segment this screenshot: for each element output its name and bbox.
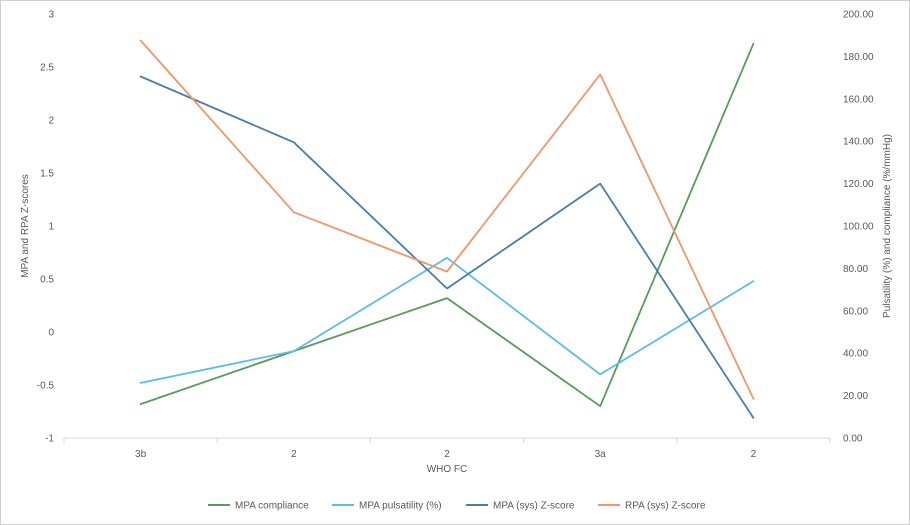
y-left-tick-label: 1 [48,222,54,233]
x-axis-title: WHO FC [427,464,468,475]
legend-label: MPA (sys) Z-score [493,501,575,512]
x-tick-label: 2 [751,449,757,460]
series-line-mpa-compliance [139,42,755,408]
legend-label: MPA pulsatility (%) [359,501,442,512]
series-line-rpa-sys-z-score [139,39,755,400]
y-left-tick-label: -0.5 [37,381,55,392]
y-right-tick-label: 0.00 [843,434,863,445]
x-tick-label: 2 [444,449,450,460]
y-axis-left-title: MPA and RPA Z-scores [20,174,31,278]
y-right-tick-label: 180.00 [843,52,874,63]
x-tick-label: 3a [595,449,607,460]
y-right-tick-label: 160.00 [843,94,874,105]
legend-label: MPA compliance [235,501,309,512]
y-right-tick-label: 200.00 [843,10,874,21]
y-left-tick-label: 0.5 [40,275,54,286]
x-tick-label: 3b [135,449,147,460]
y-left-tick-label: 2 [48,116,54,127]
y-left-tick-label: 2.5 [40,63,54,74]
y-left-tick-label: 0 [48,328,54,339]
y-right-tick-label: 60.00 [843,306,868,317]
y-right-tick-label: 140.00 [843,137,874,148]
legend-label: RPA (sys) Z-score [625,501,706,512]
y-right-tick-label: 20.00 [843,391,868,402]
legend: MPA compliance MPA pulsatility (%) MPA (sy… [208,501,706,512]
series-line-mpa-pulsatility [139,256,755,384]
series-layer [139,39,755,419]
y-right-tick-label: 80.00 [843,264,868,275]
axes-layer: 3b 2 2 3a 2 -1 -0.5 0 0.5 1 1.5 2 2.5 3 0.00 20.00 40.00… [37,10,874,461]
y-left-tick-label: 1.5 [40,169,54,180]
y-right-tick-label: 40.00 [843,349,868,360]
y-left-tick-label: 3 [48,10,54,21]
y-axis-right-title: Pulsatility (%) and compliance (%/mmHg) [882,134,893,318]
y-right-tick-label: 120.00 [843,179,874,190]
x-tick-label: 2 [291,449,297,460]
y-right-tick-label: 100.00 [843,222,874,233]
series-line-mpa-sys-z-score [139,75,755,419]
y-left-tick-label: -1 [45,434,54,445]
